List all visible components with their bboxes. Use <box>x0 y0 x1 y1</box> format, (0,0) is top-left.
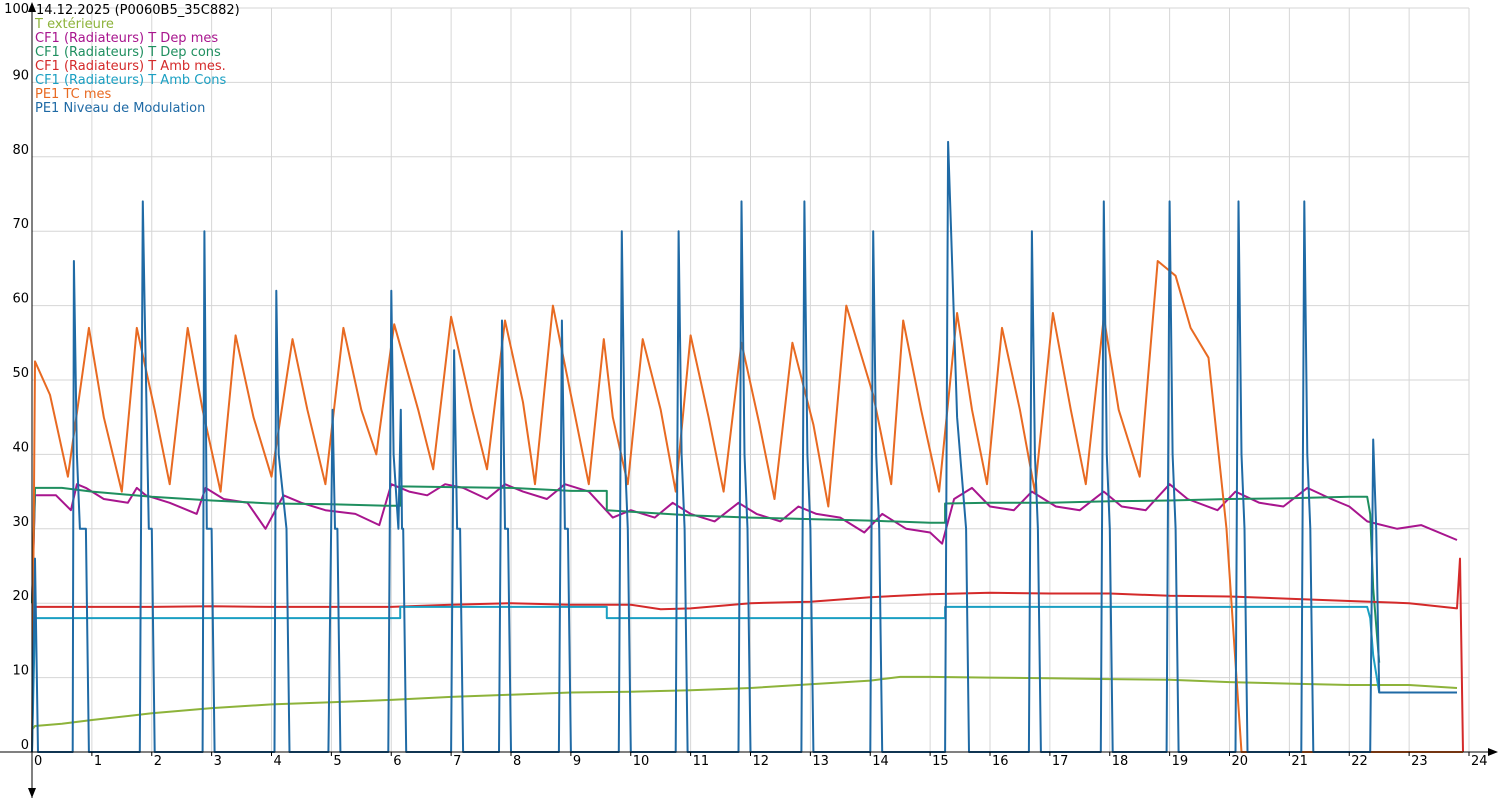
y-tick-label: 90 <box>12 68 29 83</box>
y-tick-label: 80 <box>12 143 29 158</box>
x-tick-label: 0 <box>34 754 42 769</box>
y-tick-label: 100 <box>4 2 29 17</box>
x-axis-arrow <box>1488 748 1498 756</box>
x-tick-label: 16 <box>992 754 1009 769</box>
y-axis-arrow-top <box>28 2 36 12</box>
x-tick-label: 11 <box>693 754 710 769</box>
x-tick-label: 6 <box>393 754 401 769</box>
series-line-2 <box>31 485 1381 663</box>
x-tick-label: 17 <box>1052 754 1069 769</box>
x-tick-label: 7 <box>453 754 461 769</box>
legend-entry-2: CF1 (Radiateurs) T Dep cons <box>35 45 221 60</box>
y-axis-arrow-bottom <box>28 788 36 798</box>
x-tick-label: 2 <box>154 754 162 769</box>
x-tick-label: 18 <box>1112 754 1129 769</box>
y-tick-label: 20 <box>12 589 29 604</box>
y-tick-label: 60 <box>12 292 29 307</box>
x-tick-label: 21 <box>1291 754 1308 769</box>
legend-entry-3: CF1 (Radiateurs) T Amb mes. <box>35 59 226 74</box>
x-tick-label: 19 <box>1172 754 1189 769</box>
x-tick-label: 5 <box>333 754 341 769</box>
x-tick-label: 10 <box>633 754 650 769</box>
series-line-0 <box>31 675 1458 731</box>
x-tick-label: 4 <box>274 754 282 769</box>
legend-entry-0: T extérieure <box>34 17 114 32</box>
y-tick-label: 10 <box>12 664 29 679</box>
series-line-6 <box>31 140 1457 753</box>
x-tick-label: 24 <box>1471 754 1488 769</box>
x-tick-label: 3 <box>214 754 222 769</box>
x-tick-label: 15 <box>932 754 949 769</box>
chart-series <box>31 140 1464 753</box>
x-tick-label: 14 <box>872 754 889 769</box>
x-tick-label: 20 <box>1232 754 1249 769</box>
x-tick-label: 22 <box>1351 754 1368 769</box>
series-line-3 <box>31 557 1464 753</box>
x-tick-label: 13 <box>812 754 829 769</box>
y-tick-label: 0 <box>21 738 29 753</box>
x-tick-label: 12 <box>753 754 770 769</box>
legend-entry-4: CF1 (Radiateurs) T Amb Cons <box>35 73 227 88</box>
y-tick-label: 30 <box>12 515 29 530</box>
legend-entry-6: PE1 Niveau de Modulation <box>35 101 205 116</box>
x-tick-label: 9 <box>573 754 581 769</box>
x-tick-labels: 0 1 2 3 4 5 6 7 8 9 10 11 12 13 14 15 16 17 18 19 20 21 22 23 24 <box>31 752 1488 769</box>
legend-entry-1: CF1 (Radiateurs) T Dep mes <box>35 31 218 46</box>
chart-title: 14.12.2025 (P0060B5_35C882) <box>36 3 240 18</box>
x-tick-label: 23 <box>1411 754 1428 769</box>
x-tick-label: 1 <box>94 754 102 769</box>
y-tick-label: 50 <box>12 366 29 381</box>
y-tick-label: 40 <box>12 440 29 455</box>
y-tick-label: 70 <box>12 217 29 232</box>
y-tick-labels: 0 10 20 30 40 50 60 70 80 90 100 <box>4 2 29 753</box>
x-tick-label: 8 <box>513 754 521 769</box>
legend-entry-5: PE1 TC mes <box>35 87 112 102</box>
